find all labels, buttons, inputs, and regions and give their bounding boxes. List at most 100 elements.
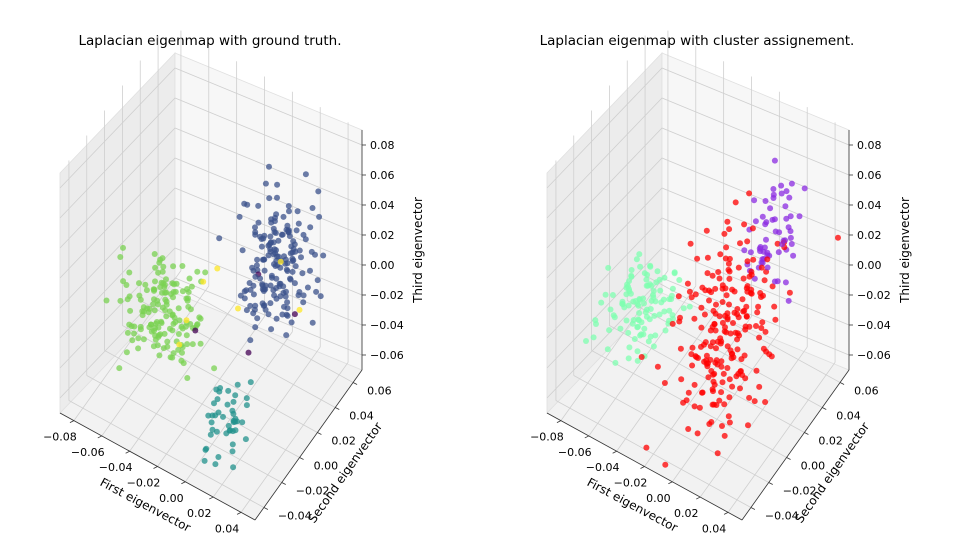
data-point: [724, 218, 731, 225]
data-point: [135, 335, 142, 342]
x-tick-mark: [696, 496, 701, 500]
data-point: [200, 278, 207, 285]
data-point: [669, 312, 676, 319]
data-point: [283, 266, 290, 273]
data-point: [734, 336, 741, 343]
data-point: [661, 380, 668, 386]
data-point: [163, 313, 170, 320]
data-point: [175, 305, 182, 312]
x-tick-mark: [723, 511, 729, 515]
data-point: [735, 264, 742, 271]
data-point: [255, 202, 262, 209]
x-tick-label: −0.06: [71, 446, 105, 459]
data-point: [617, 325, 624, 332]
data-point: [286, 208, 292, 215]
data-point: [636, 251, 643, 258]
data-point: [643, 282, 650, 289]
x-tick-mark: [668, 481, 673, 485]
data-point: [721, 401, 728, 408]
data-point: [628, 267, 635, 273]
data-point: [774, 240, 781, 247]
data-point: [645, 338, 652, 345]
data-point: [160, 263, 167, 270]
data-point: [712, 285, 719, 292]
data-point: [772, 228, 779, 235]
data-point: [710, 307, 717, 314]
data-point: [726, 301, 732, 308]
data-point: [680, 305, 687, 312]
data-point: [309, 319, 316, 326]
data-point: [742, 326, 749, 333]
data-point: [770, 186, 777, 192]
data-point: [288, 319, 295, 326]
data-point: [634, 348, 641, 355]
z-axis-label: Third eigenvector: [411, 197, 425, 304]
data-point: [652, 332, 659, 339]
grid-line: [546, 127, 850, 249]
data-point: [170, 294, 176, 301]
data-point: [171, 281, 177, 288]
data-point: [197, 340, 204, 347]
data-point: [657, 287, 664, 294]
data-point: [685, 426, 692, 432]
data-point: [634, 323, 641, 330]
data-point: [267, 282, 274, 289]
data-point: [763, 236, 769, 243]
data-point: [713, 357, 720, 364]
grid-line: [573, 375, 769, 483]
x-tick-label: 0.02: [674, 507, 699, 520]
grid-line: [546, 67, 850, 189]
data-point: [285, 203, 292, 209]
y-tick-mark: [750, 507, 756, 510]
data-point: [260, 288, 267, 294]
data-point: [143, 287, 150, 294]
y-tick-mark: [317, 432, 322, 435]
data-point: [316, 213, 323, 220]
grid-line: [73, 270, 182, 421]
data-point: [637, 263, 644, 270]
x-tick-label: 0.04: [702, 522, 727, 535]
x-tick-mark: [612, 450, 617, 454]
data-point: [250, 291, 257, 298]
data-point: [604, 346, 611, 353]
data-point: [157, 331, 164, 338]
data-point: [771, 157, 778, 164]
data-point: [734, 330, 741, 337]
y-tick-label: 0.02: [331, 435, 356, 448]
data-point: [718, 358, 725, 365]
z-tick-label: 0.06: [857, 169, 882, 182]
data-point: [287, 276, 294, 283]
x-tick-label: −0.02: [614, 477, 648, 490]
data-point: [184, 375, 191, 381]
y-tick-mark: [804, 432, 809, 435]
data-point: [788, 241, 795, 247]
data-point: [252, 273, 259, 280]
x-tick-mark: [584, 435, 589, 439]
z-tick-label: −0.04: [370, 319, 404, 332]
data-point: [709, 272, 716, 279]
data-point: [161, 281, 168, 288]
data-point: [696, 404, 703, 411]
data-point: [686, 303, 693, 310]
data-point: [259, 282, 266, 289]
data-point: [189, 341, 196, 348]
grid-line: [546, 157, 850, 279]
data-point: [762, 399, 769, 405]
data-point: [602, 291, 609, 298]
data-point: [254, 256, 261, 263]
data-point: [247, 337, 254, 344]
data-point: [653, 279, 660, 286]
data-point: [623, 291, 630, 298]
data-point: [253, 262, 260, 269]
data-point: [702, 339, 709, 346]
grid-line: [240, 362, 349, 513]
data-point: [298, 254, 304, 261]
data-point: [730, 320, 736, 326]
data-point: [308, 248, 315, 255]
data-point: [621, 304, 628, 311]
x-tick-mark: [640, 466, 645, 469]
data-point: [717, 251, 724, 258]
grid-line: [616, 300, 724, 452]
data-point: [759, 319, 766, 326]
